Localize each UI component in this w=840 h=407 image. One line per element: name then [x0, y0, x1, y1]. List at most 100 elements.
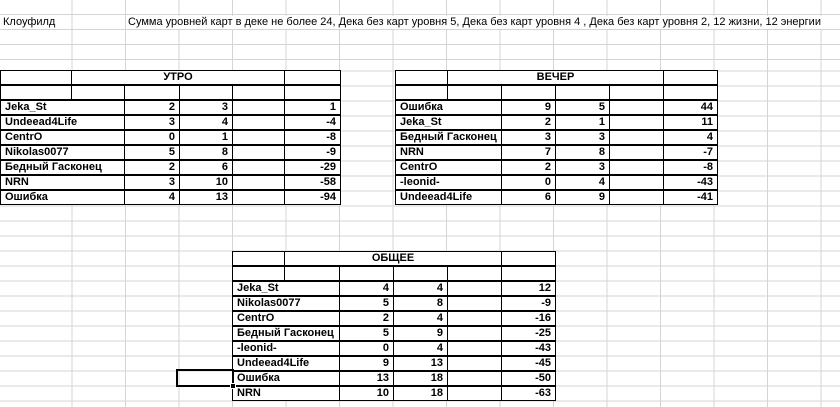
value1-cell[interactable]: 5 [340, 297, 393, 310]
empty-cell[interactable] [448, 342, 501, 355]
value1-cell[interactable]: 5 [125, 146, 179, 159]
value1-cell[interactable]: 2 [125, 101, 179, 114]
value2-cell[interactable]: 1 [180, 131, 232, 144]
score-cell[interactable]: -25 [502, 327, 555, 340]
empty-cell[interactable] [448, 282, 501, 295]
header-empty-cell[interactable] [502, 252, 555, 265]
score-cell[interactable]: 1 [285, 101, 340, 114]
subheader-cell[interactable] [610, 86, 663, 99]
value1-cell[interactable]: 4 [340, 282, 393, 295]
value1-cell[interactable]: 0 [502, 176, 555, 189]
subheader-cell[interactable] [180, 86, 232, 99]
score-cell[interactable]: -4 [285, 116, 340, 129]
subheader-cell[interactable] [502, 86, 555, 99]
value1-cell[interactable]: 2 [340, 312, 393, 325]
info-text-cell[interactable]: Сумма уровней карт в деке не более 24, Д… [128, 16, 823, 29]
value1-cell[interactable]: 0 [340, 342, 393, 355]
subheader-cell[interactable] [556, 86, 609, 99]
player-name-cell[interactable]: Nikolas0077 [1, 146, 124, 159]
header-empty-cell[interactable] [285, 71, 340, 84]
info-label-cell[interactable]: Клоуфилд [3, 16, 58, 29]
value1-cell[interactable]: 9 [502, 101, 555, 114]
score-cell[interactable]: -9 [285, 146, 340, 159]
subheader-cell[interactable] [125, 86, 179, 99]
score-cell[interactable]: 4 [664, 131, 717, 144]
player-name-cell[interactable]: Undeead4Life [1, 116, 124, 129]
player-name-cell[interactable]: Jeka_St [1, 101, 124, 114]
subheader-cell[interactable] [396, 86, 447, 99]
player-name-cell[interactable]: Undeead4Life [396, 191, 501, 204]
subheader-cell[interactable] [285, 267, 339, 280]
value1-cell[interactable]: 9 [340, 357, 393, 370]
value2-cell[interactable]: 4 [394, 342, 447, 355]
score-cell[interactable]: 44 [664, 101, 717, 114]
value2-cell[interactable]: 4 [180, 116, 232, 129]
value1-cell[interactable]: 3 [125, 176, 179, 189]
subheader-cell[interactable] [1, 86, 71, 99]
selected-cell[interactable] [176, 369, 236, 389]
player-name-cell[interactable]: Jeka_St [396, 116, 501, 129]
value1-cell[interactable]: 10 [340, 387, 393, 400]
empty-cell[interactable] [610, 161, 663, 174]
empty-cell[interactable] [610, 131, 663, 144]
value2-cell[interactable]: 9 [394, 327, 447, 340]
subheader-cell[interactable] [233, 267, 284, 280]
subheader-cell[interactable] [448, 267, 501, 280]
player-name-cell[interactable]: NRN [396, 146, 501, 159]
subheader-cell[interactable] [502, 267, 555, 280]
value2-cell[interactable]: 13 [180, 191, 232, 204]
empty-cell[interactable] [610, 146, 663, 159]
player-name-cell[interactable]: CentrO [233, 312, 339, 325]
empty-cell[interactable] [233, 161, 284, 174]
score-cell[interactable]: -16 [502, 312, 555, 325]
score-cell[interactable]: -8 [285, 131, 340, 144]
value2-cell[interactable]: 3 [180, 101, 232, 114]
empty-cell[interactable] [448, 387, 501, 400]
score-cell[interactable]: -58 [285, 176, 340, 189]
value1-cell[interactable]: 0 [125, 131, 179, 144]
value2-cell[interactable]: 5 [556, 101, 609, 114]
empty-cell[interactable] [233, 176, 284, 189]
value1-cell[interactable]: 3 [502, 131, 555, 144]
value2-cell[interactable]: 10 [180, 176, 232, 189]
header-empty-cell[interactable] [396, 71, 447, 84]
value2-cell[interactable]: 18 [394, 372, 447, 385]
fill-handle[interactable] [230, 383, 236, 389]
score-cell[interactable]: -43 [664, 176, 717, 189]
player-name-cell[interactable]: NRN [1, 176, 124, 189]
score-cell[interactable]: -29 [285, 161, 340, 174]
total-table-title[interactable]: ОБЩЕЕ [285, 252, 501, 265]
empty-cell[interactable] [448, 312, 501, 325]
value1-cell[interactable]: 6 [502, 191, 555, 204]
score-cell[interactable]: -43 [502, 342, 555, 355]
subheader-cell[interactable] [72, 86, 124, 99]
value2-cell[interactable]: 8 [180, 146, 232, 159]
score-cell[interactable]: -41 [664, 191, 717, 204]
player-name-cell[interactable]: NRN [233, 387, 339, 400]
morning-table-title[interactable]: УТРО [72, 71, 284, 84]
score-cell[interactable]: -9 [502, 297, 555, 310]
header-empty-cell[interactable] [1, 71, 71, 84]
score-cell[interactable]: 12 [502, 282, 555, 295]
score-cell[interactable]: -63 [502, 387, 555, 400]
player-name-cell[interactable]: -leonid- [233, 342, 339, 355]
subheader-cell[interactable] [448, 86, 501, 99]
player-name-cell[interactable]: Ошибка [396, 101, 501, 114]
value2-cell[interactable]: 6 [180, 161, 232, 174]
value2-cell[interactable]: 4 [556, 176, 609, 189]
value2-cell[interactable]: 1 [556, 116, 609, 129]
empty-cell[interactable] [610, 191, 663, 204]
evening-table-title[interactable]: ВЕЧЕР [448, 71, 663, 84]
empty-cell[interactable] [448, 297, 501, 310]
player-name-cell[interactable]: Бедный Гасконец [1, 161, 124, 174]
value1-cell[interactable]: 3 [125, 116, 179, 129]
value2-cell[interactable]: 8 [556, 146, 609, 159]
empty-cell[interactable] [233, 131, 284, 144]
score-cell[interactable]: -45 [502, 357, 555, 370]
value2-cell[interactable]: 9 [556, 191, 609, 204]
empty-cell[interactable] [448, 327, 501, 340]
empty-cell[interactable] [610, 116, 663, 129]
value2-cell[interactable]: 4 [394, 282, 447, 295]
value2-cell[interactable]: 8 [394, 297, 447, 310]
score-cell[interactable]: -8 [664, 161, 717, 174]
